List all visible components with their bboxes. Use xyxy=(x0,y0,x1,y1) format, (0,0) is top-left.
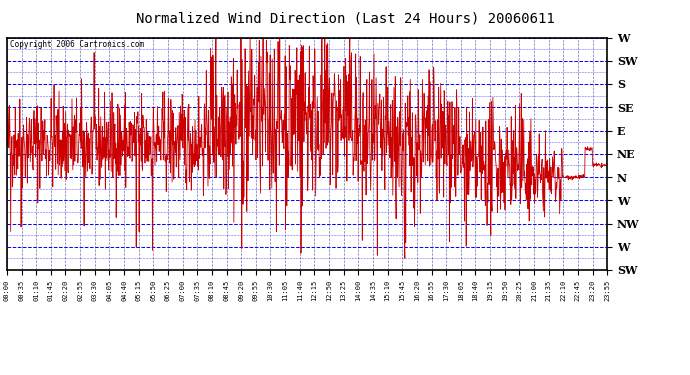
Text: Copyright 2006 Cartronics.com: Copyright 2006 Cartronics.com xyxy=(10,40,144,49)
Text: Normalized Wind Direction (Last 24 Hours) 20060611: Normalized Wind Direction (Last 24 Hours… xyxy=(136,11,554,25)
